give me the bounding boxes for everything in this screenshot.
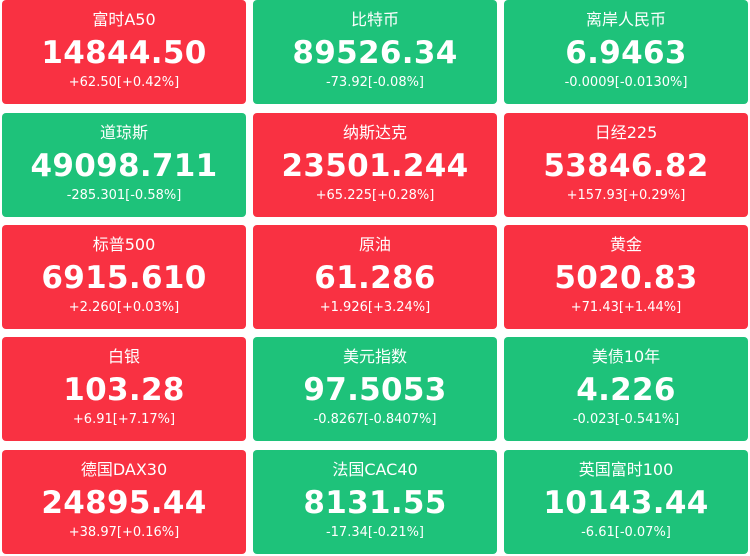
quote-change: +157.93[+0.29%] (566, 188, 686, 203)
quote-name: 离岸人民币 (585, 10, 666, 29)
quote-name: 德国DAX30 (80, 460, 168, 479)
quote-price: 61.286 (314, 260, 436, 296)
quote-tile-dow-jones[interactable]: 道琼斯 49098.711 -285.301[-0.58%] (2, 113, 246, 217)
quote-change: -17.34[-0.21%] (325, 525, 425, 540)
quote-name: 美债10年 (591, 347, 661, 366)
quote-change: -0.023[-0.541%] (572, 412, 680, 427)
quote-price: 49098.711 (30, 148, 218, 184)
quote-change: -6.61[-0.07%] (581, 525, 671, 540)
quote-price: 6915.610 (41, 260, 207, 296)
quote-tile-ftse-100[interactable]: 英国富时100 10143.44 -6.61[-0.07%] (504, 450, 748, 554)
quote-price: 5020.83 (554, 260, 698, 296)
quote-change: -0.0009[-0.0130%] (564, 75, 688, 90)
quote-change: -285.301[-0.58%] (66, 188, 182, 203)
quote-tile-cac-40[interactable]: 法国CAC40 8131.55 -17.34[-0.21%] (253, 450, 497, 554)
quote-price: 4.226 (576, 372, 676, 408)
quote-change: +2.260[+0.03%] (68, 300, 180, 315)
quote-tile-silver[interactable]: 白银 103.28 +6.91[+7.17%] (2, 337, 246, 441)
quote-price: 24895.44 (41, 485, 207, 521)
quote-change: +62.50[+0.42%] (68, 75, 180, 90)
quote-change: +71.43[+1.44%] (570, 300, 682, 315)
quote-tile-us-10y-treasury[interactable]: 美债10年 4.226 -0.023[-0.541%] (504, 337, 748, 441)
quote-tile-nasdaq[interactable]: 纳斯达克 23501.244 +65.225[+0.28%] (253, 113, 497, 217)
quote-price: 89526.34 (292, 35, 458, 71)
quote-tile-offshore-cny[interactable]: 离岸人民币 6.9463 -0.0009[-0.0130%] (504, 0, 748, 104)
quote-name: 日经225 (594, 123, 658, 142)
quote-tile-dollar-index[interactable]: 美元指数 97.5053 -0.8267[-0.8407%] (253, 337, 497, 441)
quote-name: 道琼斯 (99, 123, 148, 142)
quote-name: 美元指数 (342, 347, 407, 366)
quote-tile-dax-30[interactable]: 德国DAX30 24895.44 +38.97[+0.16%] (2, 450, 246, 554)
quote-change: +1.926[+3.24%] (319, 300, 431, 315)
quote-name: 比特币 (350, 10, 399, 29)
quote-name: 原油 (358, 235, 391, 254)
quote-name: 法国CAC40 (332, 460, 418, 479)
quote-change: -73.92[-0.08%] (325, 75, 425, 90)
quote-tile-sp-500[interactable]: 标普500 6915.610 +2.260[+0.03%] (2, 225, 246, 329)
quote-price: 10143.44 (543, 485, 709, 521)
quote-price: 6.9463 (565, 35, 687, 71)
quote-price: 97.5053 (303, 372, 447, 408)
quote-price: 103.28 (63, 372, 185, 408)
quote-change: -0.8267[-0.8407%] (313, 412, 437, 427)
quote-tile-gold[interactable]: 黄金 5020.83 +71.43[+1.44%] (504, 225, 748, 329)
quote-price: 14844.50 (41, 35, 207, 71)
quote-name: 白银 (107, 347, 140, 366)
quote-price: 8131.55 (303, 485, 447, 521)
quote-price: 23501.244 (281, 148, 469, 184)
quote-change: +38.97[+0.16%] (68, 525, 180, 540)
quote-tile-ftse-china-a50[interactable]: 富时A50 14844.50 +62.50[+0.42%] (2, 0, 246, 104)
quote-change: +65.225[+0.28%] (315, 188, 435, 203)
quote-name: 黄金 (609, 235, 642, 254)
quote-name: 标普500 (92, 235, 156, 254)
quote-tile-crude-oil[interactable]: 原油 61.286 +1.926[+3.24%] (253, 225, 497, 329)
quote-name: 英国富时100 (578, 460, 674, 479)
quote-name: 富时A50 (92, 10, 156, 29)
quote-tile-nikkei-225[interactable]: 日经225 53846.82 +157.93[+0.29%] (504, 113, 748, 217)
quote-tile-bitcoin[interactable]: 比特币 89526.34 -73.92[-0.08%] (253, 0, 497, 104)
quote-name: 纳斯达克 (342, 123, 407, 142)
quote-price: 53846.82 (543, 148, 709, 184)
quote-change: +6.91[+7.17%] (72, 412, 176, 427)
